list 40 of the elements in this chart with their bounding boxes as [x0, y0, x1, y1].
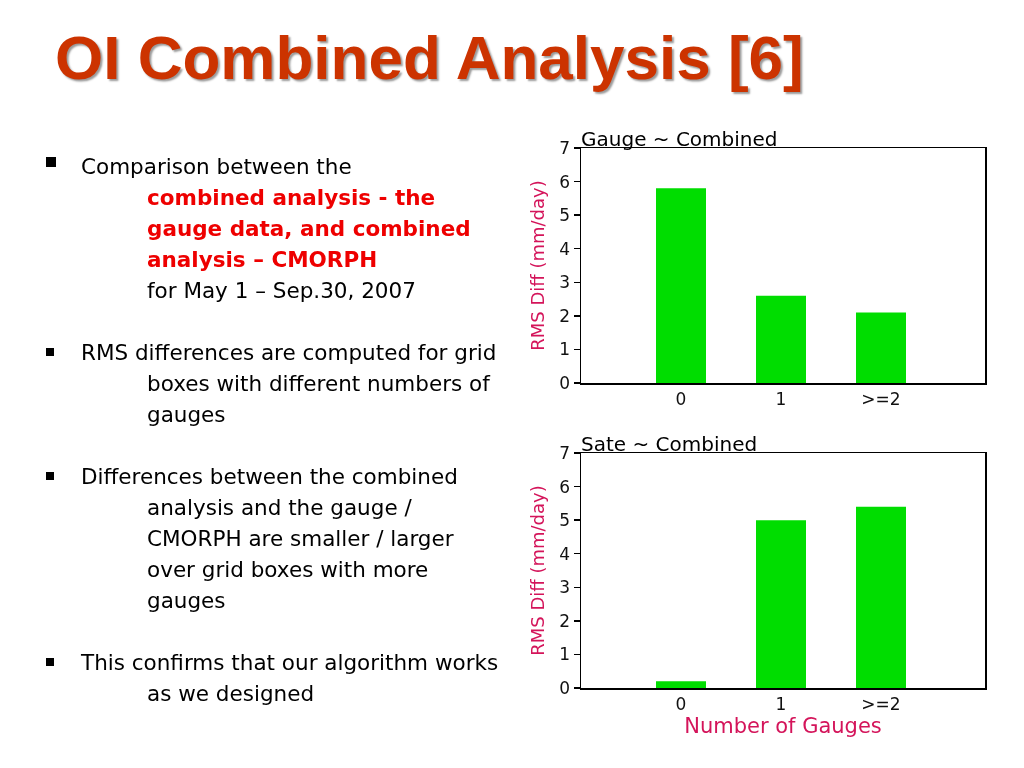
y-tick-label: 5	[559, 205, 571, 226]
bar	[856, 312, 906, 383]
bar	[656, 188, 706, 383]
y-tick-label: 4	[559, 238, 571, 259]
x-tick-label: >=2	[861, 693, 901, 714]
y-tick-label: 1	[559, 339, 571, 360]
text: combined analysis - the gauge data, and combined analysis – CMORPH	[147, 184, 472, 274]
bar	[856, 506, 906, 688]
y-axis-title: RMS Diff (mm/day)	[526, 180, 548, 351]
x-tick-label: 0	[675, 693, 687, 714]
x-tick-label: 1	[775, 388, 787, 409]
x-tick-label: 0	[675, 388, 687, 409]
text: This confirms that our algorithm works as we designed	[81, 650, 499, 706]
y-axis-title: RMS Diff (mm/day)	[526, 485, 548, 656]
text: Comparison between the	[81, 154, 352, 179]
y-tick-label: 3	[559, 272, 571, 293]
text: Differences between the combined analysis and the gauge / CMORPH are smaller / larger over grid boxes with more gauges	[81, 464, 458, 613]
text: for May 1 – Sep.30, 2007	[147, 277, 417, 305]
x-axis-title: Number of Gauges	[684, 713, 882, 738]
bar	[756, 520, 806, 688]
y-tick-label: 2	[559, 610, 571, 631]
y-tick-label: 7	[559, 442, 571, 463]
chart-title: Gauge ~ Combined	[581, 127, 778, 151]
chart-title: Sate ~ Combined	[581, 432, 758, 456]
y-tick-label: 6	[559, 476, 571, 497]
x-tick-label: 1	[775, 693, 787, 714]
y-tick-label: 5	[559, 510, 571, 531]
bar	[756, 295, 806, 383]
y-tick-label: 6	[559, 171, 571, 192]
y-tick-label: 0	[559, 372, 571, 393]
text: OI Combined Analysis [6]	[55, 22, 804, 94]
bar	[656, 681, 706, 688]
y-tick-label: 3	[559, 577, 571, 598]
text: RMS differences are computed for grid boxes with different numbers of gauges	[81, 340, 497, 427]
y-tick-label: 4	[559, 543, 571, 564]
y-tick-label: 2	[559, 305, 571, 326]
x-tick-label: >=2	[861, 388, 901, 409]
y-tick-label: 1	[559, 644, 571, 665]
y-tick-label: 7	[559, 137, 571, 158]
y-tick-label: 0	[559, 677, 571, 698]
